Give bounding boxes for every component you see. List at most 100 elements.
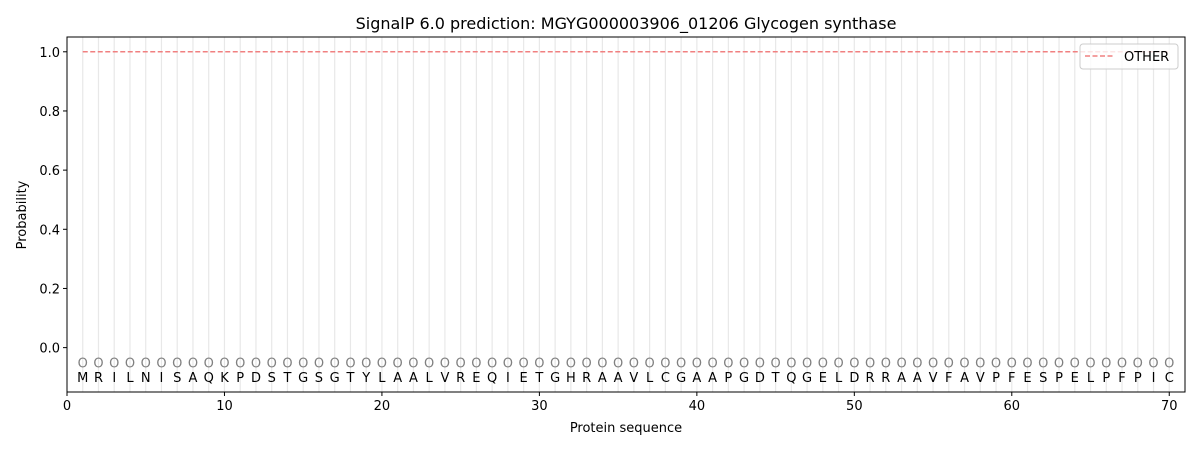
chart-marks: OMOROIOLONOIOSOAOQOKOPODOSOTOGOSOGOTOYOL… xyxy=(77,51,1174,386)
residue-label: A xyxy=(708,371,717,386)
residue-label: F xyxy=(1118,371,1125,386)
residue-label: G xyxy=(676,371,686,386)
residue-label: G xyxy=(550,371,560,386)
prediction-label: O xyxy=(1070,356,1080,371)
prediction-label: O xyxy=(172,356,182,371)
prediction-label: O xyxy=(188,356,198,371)
prediction-label: O xyxy=(361,356,371,371)
residue-label: A xyxy=(692,371,701,386)
residue-label: G xyxy=(298,371,308,386)
residue-label: A xyxy=(897,371,906,386)
prediction-label: O xyxy=(912,356,922,371)
prediction-label: O xyxy=(125,356,135,371)
residue-label: E xyxy=(819,371,827,386)
residue-label: A xyxy=(913,371,922,386)
residue-label: I xyxy=(506,371,510,386)
residue-label: A xyxy=(393,371,402,386)
prediction-label: O xyxy=(503,356,513,371)
prediction-label: O xyxy=(345,356,355,371)
residue-label: L xyxy=(646,371,654,386)
residue-label: C xyxy=(1165,371,1174,386)
prediction-label: O xyxy=(550,356,560,371)
x-tick-label: 60 xyxy=(1004,399,1021,414)
residue-label: A xyxy=(960,371,969,386)
prediction-label: O xyxy=(534,356,544,371)
residue-label: R xyxy=(456,371,465,386)
prediction-label: O xyxy=(1133,356,1143,371)
residue-gridlines xyxy=(82,37,1170,392)
prediction-label: O xyxy=(1054,356,1064,371)
residue-label: Y xyxy=(361,371,370,386)
prediction-label: O xyxy=(267,356,277,371)
x-tick-label: 0 xyxy=(63,399,71,414)
residue-label: T xyxy=(534,371,543,386)
legend-box xyxy=(1079,43,1179,70)
prediction-label: O xyxy=(881,356,891,371)
prediction-label: O xyxy=(440,356,450,371)
x-tick-label: 20 xyxy=(374,399,391,414)
residue-label: G xyxy=(330,371,340,386)
prediction-label: O xyxy=(330,356,340,371)
prediction-label: O xyxy=(424,356,434,371)
y-tick-label: 0.4 xyxy=(39,223,60,238)
prediction-label: O xyxy=(519,356,529,371)
prediction-label: O xyxy=(849,356,859,371)
prediction-label: O xyxy=(975,356,985,371)
residue-label: D xyxy=(251,371,261,386)
prediction-label: O xyxy=(739,356,749,371)
residue-label: E xyxy=(520,371,528,386)
residue-label: L xyxy=(1087,371,1095,386)
x-tick-label: 40 xyxy=(689,399,706,414)
residue-label: V xyxy=(929,371,938,386)
prediction-label: O xyxy=(408,356,418,371)
y-axis: 0.0 0.2 0.4 0.6 0.8 1.0 xyxy=(39,46,67,357)
residue-label: F xyxy=(945,371,952,386)
prediction-label: O xyxy=(78,356,88,371)
x-axis: 0 10 20 30 40 50 60 70 xyxy=(63,392,1178,414)
prediction-label: O xyxy=(566,356,576,371)
residue-label: C xyxy=(661,371,670,386)
prediction-label: O xyxy=(1101,356,1111,371)
prediction-label: O xyxy=(141,356,151,371)
prediction-label: O xyxy=(645,356,655,371)
residue-label: G xyxy=(739,371,749,386)
prediction-label: O xyxy=(802,356,812,371)
residue-label: S xyxy=(173,371,181,386)
x-tick-label: 70 xyxy=(1161,399,1178,414)
prediction-label: O xyxy=(251,356,261,371)
prediction-label: O xyxy=(991,356,1001,371)
prediction-label: O xyxy=(393,356,403,371)
y-tick-label: 0.8 xyxy=(39,105,60,120)
prediction-label: O xyxy=(471,356,481,371)
prediction-label: O xyxy=(582,356,592,371)
prediction-label: O xyxy=(755,356,765,371)
residue-label: R xyxy=(866,371,875,386)
residue-label: T xyxy=(282,371,291,386)
prediction-label: O xyxy=(282,356,292,371)
prediction-label: O xyxy=(1148,356,1158,371)
residue-label: I xyxy=(160,371,164,386)
residue-label: D xyxy=(849,371,859,386)
prediction-label: O xyxy=(723,356,733,371)
residue-label: L xyxy=(835,371,843,386)
residue-label: I xyxy=(112,371,116,386)
residue-label: S xyxy=(315,371,323,386)
prediction-label: O xyxy=(298,356,308,371)
residue-label: A xyxy=(409,371,418,386)
prediction-label: O xyxy=(786,356,796,371)
residue-label: R xyxy=(94,371,103,386)
prediction-label: O xyxy=(1117,356,1127,371)
residue-label: S xyxy=(268,371,276,386)
residue-label: A xyxy=(598,371,607,386)
legend-label-other: OTHER xyxy=(1124,50,1169,65)
residue-label: P xyxy=(1102,371,1110,386)
prediction-label: O xyxy=(1038,356,1048,371)
prediction-label: O xyxy=(377,356,387,371)
prediction-label: O xyxy=(692,356,702,371)
prediction-label: O xyxy=(770,356,780,371)
residue-label: S xyxy=(1039,371,1047,386)
legend: OTHER xyxy=(1079,43,1179,70)
prediction-label: O xyxy=(629,356,639,371)
prediction-label: O xyxy=(1022,356,1032,371)
x-tick-label: 30 xyxy=(531,399,548,414)
